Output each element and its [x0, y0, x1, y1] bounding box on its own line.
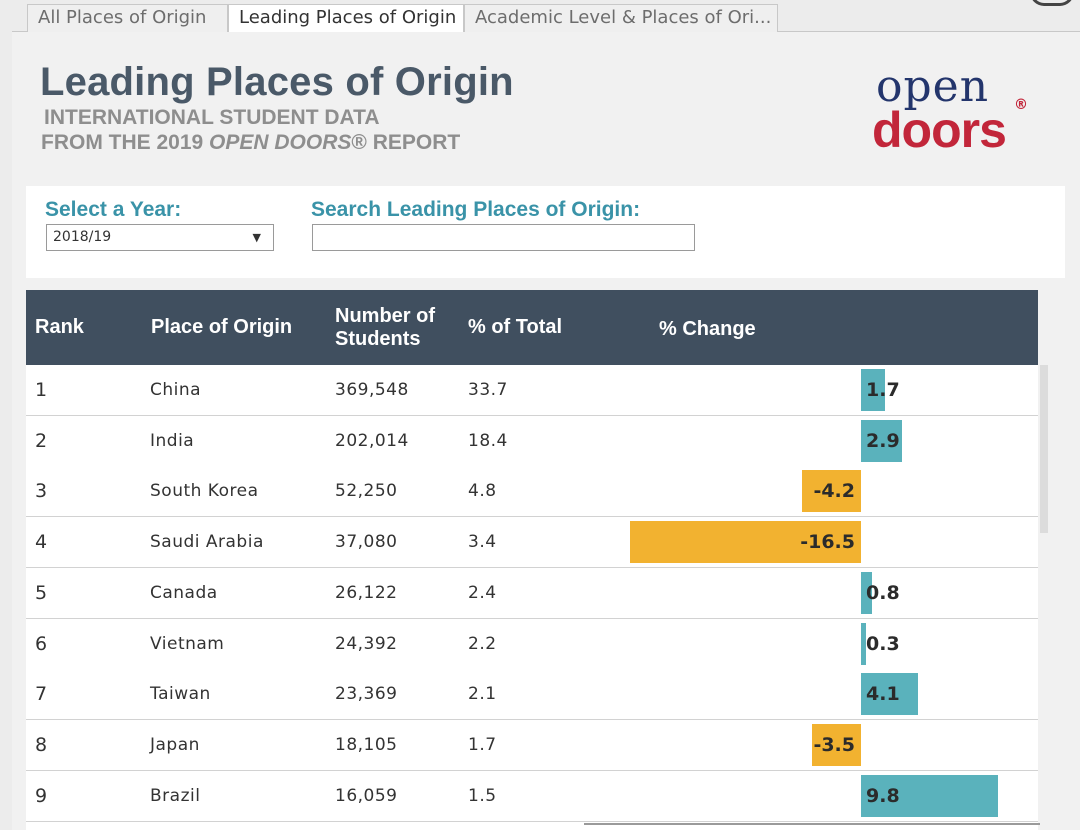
- cell-pct: 2.4: [468, 582, 497, 603]
- cell-num: 24,392: [335, 633, 398, 654]
- table-scroll-track: [584, 823, 1040, 825]
- cell-place: India: [150, 430, 195, 451]
- change-value: 1.7: [866, 379, 900, 401]
- change-bar: [861, 622, 866, 665]
- cell-pct: 3.4: [468, 532, 497, 553]
- cell-place: Brazil: [150, 785, 201, 806]
- cell-num: 52,250: [335, 481, 398, 502]
- page-subtitle: INTERNATIONAL STUDENT DATA: [44, 106, 380, 129]
- cell-num: 26,122: [335, 582, 398, 603]
- change-bar: [861, 774, 999, 817]
- cell-place: Saudi Arabia: [150, 532, 264, 553]
- cell-pct: 4.8: [468, 481, 497, 502]
- change-value: -3.5: [813, 733, 855, 756]
- cell-num: 16,059: [335, 785, 398, 806]
- cell-pct: 33.7: [468, 380, 508, 400]
- table-row[interactable]: 4 Saudi Arabia 37,080 3.4 -16.5: [26, 517, 1038, 569]
- table-header: Rank Place of Origin Number of Students %…: [26, 290, 1038, 365]
- cell-pct: 18.4: [468, 430, 508, 451]
- column-header-students-line1: Number of: [335, 305, 435, 327]
- column-header-pct-change: % Change: [659, 318, 756, 340]
- chevron-down-icon: ▼: [252, 231, 261, 244]
- table-row[interactable]: 5 Canada 26,122 2.4 0.8: [26, 567, 1038, 619]
- cell-rank: 2: [35, 429, 48, 452]
- change-value: 9.8: [866, 784, 900, 807]
- table-row[interactable]: 6 Vietnam 24,392 2.2 0.3: [26, 618, 1038, 670]
- cell-pct: 2.2: [468, 633, 497, 654]
- tab-academic-level[interactable]: Academic Level & Places of Ori...: [464, 4, 778, 32]
- change-value: 0.8: [866, 581, 900, 604]
- report-credit-name: OPEN DOORS: [209, 131, 352, 154]
- change-bar: [861, 419, 902, 462]
- change-bar: [861, 673, 919, 716]
- cell-num: 37,080: [335, 532, 398, 553]
- cell-rank: 9: [35, 784, 48, 807]
- cell-place: Canada: [150, 582, 218, 603]
- table-row[interactable]: 1 China 369,548 33.7 1.7: [26, 365, 1038, 416]
- cell-num: 23,369: [335, 684, 398, 705]
- report-credit-pre: FROM THE 2019: [41, 131, 210, 154]
- search-filter-label: Search Leading Places of Origin:: [311, 198, 641, 221]
- open-doors-logo: open ® doors: [872, 62, 1032, 158]
- table-row[interactable]: 8 Japan 18,105 1.7 -3.5: [26, 719, 1038, 771]
- cell-place: Vietnam: [150, 633, 225, 654]
- cell-rank: 1: [35, 379, 48, 401]
- report-credit: FROM THE 2019 OPEN DOORS® REPORT: [41, 131, 460, 155]
- change-value: 0.3: [866, 632, 900, 655]
- cell-rank: 5: [35, 581, 48, 604]
- year-select-value: 2018/19: [53, 229, 112, 245]
- cell-pct: 1.5: [468, 785, 497, 806]
- change-value: -4.2: [813, 480, 855, 503]
- column-header-pct-total: % of Total: [468, 316, 563, 338]
- change-bar: [812, 723, 861, 766]
- cell-rank: 8: [35, 733, 48, 756]
- change-bar: [802, 470, 861, 513]
- change-value: -16.5: [800, 531, 855, 554]
- dashboard-tabs: All Places of Origin Leading Places of O…: [12, 0, 1080, 33]
- filter-panel: Select a Year: Search Leading Places of …: [26, 186, 1065, 278]
- cell-rank: 3: [35, 480, 48, 503]
- table-row[interactable]: 2 India 202,014 18.4 2.9: [26, 415, 1038, 467]
- tab-leading-places[interactable]: Leading Places of Origin: [228, 4, 464, 33]
- cell-rank: 7: [35, 683, 48, 706]
- cell-place: South Korea: [150, 481, 259, 502]
- cell-place: Japan: [150, 734, 200, 755]
- cell-pct: 1.7: [468, 734, 497, 755]
- change-bar: [861, 571, 873, 614]
- cell-pct: 2.1: [468, 684, 497, 705]
- table-scrollbar[interactable]: [1040, 365, 1048, 533]
- year-select[interactable]: 2018/19 ▼: [46, 224, 274, 251]
- column-header-rank: Rank: [35, 316, 84, 338]
- cell-num: 202,014: [335, 430, 409, 451]
- logo-registered-mark: ®: [1014, 97, 1028, 113]
- page-title: Leading Places of Origin: [40, 60, 514, 104]
- search-input[interactable]: [312, 224, 695, 251]
- table-row[interactable]: 7 Taiwan 23,369 2.1 4.1: [26, 669, 1038, 721]
- cell-place: China: [150, 380, 202, 400]
- table-row[interactable]: 9 Brazil 16,059 1.5 9.8: [26, 770, 1038, 822]
- change-bar: [861, 369, 885, 411]
- logo-open-text: open: [876, 61, 990, 112]
- cell-rank: 6: [35, 632, 48, 655]
- cell-place: Taiwan: [150, 684, 211, 705]
- report-credit-post: ® REPORT: [351, 131, 461, 154]
- column-header-students-line2: Students: [335, 328, 421, 350]
- column-header-students: Number of Students: [335, 305, 435, 351]
- table-row[interactable]: 3 South Korea 52,250 4.8 -4.2: [26, 466, 1038, 518]
- cell-num: 369,548: [335, 380, 409, 400]
- change-value: 2.9: [866, 429, 900, 452]
- leading-places-table: Rank Place of Origin Number of Students %…: [26, 290, 1038, 830]
- cell-rank: 4: [35, 531, 48, 554]
- year-filter-label: Select a Year:: [45, 198, 182, 221]
- logo-doors-text: doors: [872, 102, 1007, 158]
- change-value: 4.1: [866, 683, 900, 706]
- change-bar: [630, 521, 861, 564]
- tab-all-places[interactable]: All Places of Origin: [27, 4, 228, 32]
- column-header-place: Place of Origin: [151, 316, 293, 338]
- cell-num: 18,105: [335, 734, 398, 755]
